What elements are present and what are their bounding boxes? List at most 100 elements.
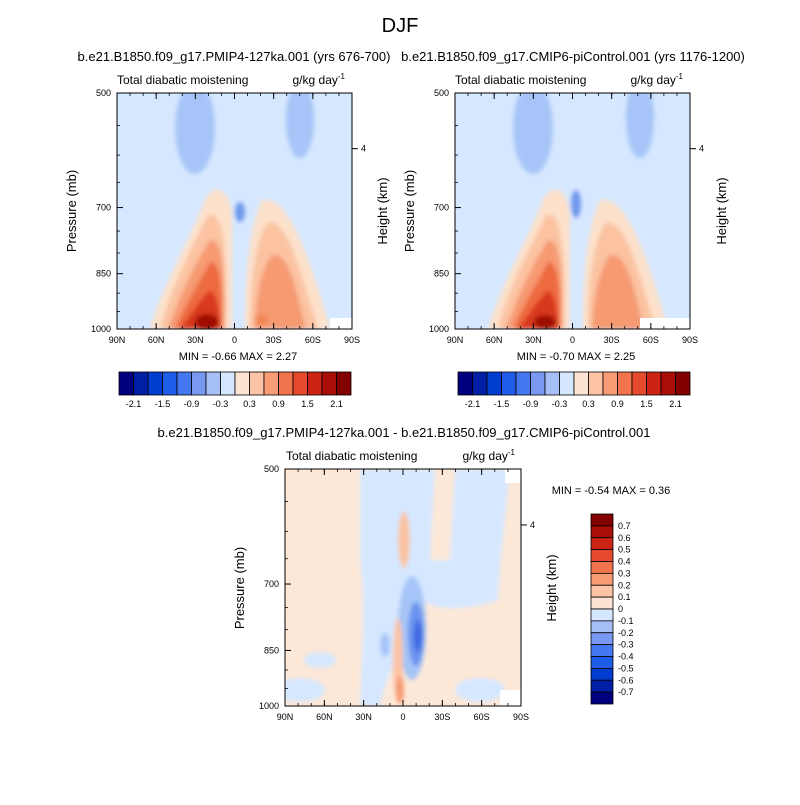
x-tick-label: 90N [447, 335, 464, 345]
panel-right-colorbar: -2.1 -1.5 -0.9 -0.3 0.3 0.9 1.5 2.1 [457, 371, 691, 409]
panel-diff-field [285, 469, 521, 706]
panel-diff-unit-label: g/kg day-1 [463, 448, 516, 463]
colorbar-swatch [660, 371, 676, 396]
x-tick-label: 30N [355, 712, 372, 722]
colorbar-swatch [631, 371, 647, 396]
y-tick-label: 850 [434, 269, 449, 279]
colorbar-label: 2.1 [669, 399, 682, 409]
colorbar-label: -0.7 [618, 687, 634, 697]
colorbar-swatch [590, 549, 614, 562]
colorbar-label: 0.9 [272, 399, 285, 409]
x-tick-label: 90N [109, 335, 126, 345]
colorbar-swatch [176, 371, 192, 396]
colorbar-swatch [590, 561, 614, 574]
colorbar-label: -0.1 [618, 616, 634, 626]
colorbar-label: 0.2 [618, 580, 631, 590]
colorbar-swatch [457, 371, 473, 396]
colorbar-label: -1.5 [494, 399, 510, 409]
x-tick-label: 60N [486, 335, 503, 345]
colorbar-swatch [544, 371, 560, 396]
colorbar-swatch [602, 371, 618, 396]
panel-right-variable-label: Total diabatic moistening [455, 73, 586, 87]
colorbar-swatch [191, 371, 207, 396]
colorbar-swatch [472, 371, 488, 396]
panel-diff-y-label: Pressure (mb) [232, 547, 247, 629]
y-tick-label: 1000 [91, 324, 111, 334]
colorbar-swatch [162, 371, 178, 396]
colorbar-label: 0.1 [618, 592, 631, 602]
colorbar-swatch [590, 572, 614, 586]
colorbar-swatch [590, 632, 614, 646]
colorbar-swatch [336, 371, 352, 396]
x-tick-label: 0 [400, 712, 405, 722]
colorbar-label: 2.1 [330, 399, 343, 409]
colorbar-swatch [590, 644, 614, 657]
colorbar-label: 0.3 [582, 399, 595, 409]
panel-left-axes: 90N 60N 30N 0 30S 60S 90S 500 700 850 1000 4 [91, 88, 366, 345]
panel-right-y-label: Pressure (mb) [402, 170, 417, 252]
colorbar-label: -0.3 [552, 399, 568, 409]
panel-right-title: b.e21.B1850.f09_g17.CMIP6-piControl.001 … [401, 49, 745, 64]
colorbar-swatch [588, 371, 604, 396]
x-tick-label: 90S [682, 335, 698, 345]
y-tick-label: 700 [96, 203, 111, 213]
panel-left-y-label-right: Height (km) [375, 177, 390, 244]
panel-diff-colorbar: 0.70.60.50.40.30.20.10-0.1-0.2-0.3-0.4-0… [590, 513, 634, 705]
x-tick-label: 60S [643, 335, 659, 345]
colorbar-label: -0.4 [618, 652, 634, 662]
colorbar-swatch [278, 371, 294, 396]
panel-left-field [117, 93, 352, 329]
y-tick-label: 850 [264, 645, 279, 655]
panel-diff-stats: MIN = -0.54 MAX = 0.36 [552, 485, 671, 497]
colorbar-label: -0.9 [184, 399, 200, 409]
panel-right: b.e21.B1850.f09_g17.CMIP6-piControl.001 … [401, 49, 745, 409]
x-tick-label: 30S [604, 335, 620, 345]
x-tick-label: 30S [266, 335, 282, 345]
colorbar-label: 0.3 [618, 568, 631, 578]
colorbar-swatch [590, 513, 614, 527]
colorbar-label: -2.1 [465, 399, 481, 409]
y-tick-label: 1000 [429, 324, 449, 334]
colorbar-swatch [590, 584, 614, 598]
y-right-tick-label: 4 [530, 520, 535, 530]
colorbar-swatch [590, 691, 614, 705]
x-tick-label: 90S [344, 335, 360, 345]
colorbar-swatch [590, 596, 614, 610]
x-tick-label: 0 [232, 335, 237, 345]
panel-right-y-label-right: Height (km) [714, 177, 729, 244]
x-tick-label: 90S [513, 712, 529, 722]
colorbar-label: 1.5 [640, 399, 653, 409]
colorbar-swatch [617, 371, 633, 396]
colorbar-label: -0.3 [618, 640, 634, 650]
x-tick-label: 60N [316, 712, 333, 722]
panel-left-title: b.e21.B1850.f09_g17.PMIP4-127ka.001 (yrs… [78, 49, 391, 64]
panel-right-axes: 90N 60N 30N 0 30S 60S 90S 500 700 850 1000 4 [429, 88, 704, 345]
colorbar-swatch [559, 371, 575, 396]
colorbar-label: 0.7 [618, 521, 631, 531]
panel-left-variable-label: Total diabatic moistening [117, 73, 248, 87]
colorbar-label: -2.1 [126, 399, 142, 409]
colorbar-swatch [220, 371, 236, 396]
panel-left-y-label: Pressure (mb) [64, 170, 79, 252]
y-tick-label: 700 [434, 203, 449, 213]
y-tick-label: 700 [264, 579, 279, 589]
panel-right-unit-label: g/kg day-1 [631, 72, 684, 87]
main-title: DJF [382, 15, 419, 37]
panel-right-stats: MIN = -0.70 MAX = 2.25 [517, 351, 636, 363]
panel-left: b.e21.B1850.f09_g17.PMIP4-127ka.001 (yrs… [64, 49, 390, 409]
panel-left-colorbar: -2.1 -1.5 -0.9 -0.3 0.3 0.9 1.5 2.1 [118, 371, 352, 409]
panel-diff-y-label-right: Height (km) [544, 554, 559, 621]
y-right-tick-label: 4 [361, 144, 366, 154]
colorbar-swatch [573, 371, 589, 396]
colorbar-swatch [646, 371, 662, 396]
colorbar-swatch [590, 608, 614, 622]
colorbar-label: 0.4 [618, 557, 631, 567]
x-tick-label: 30N [187, 335, 204, 345]
panel-diff-title: b.e21.B1850.f09_g17.PMIP4-127ka.001 - b.… [158, 425, 651, 440]
colorbar-swatch [515, 371, 531, 396]
colorbar-label: 0.9 [611, 399, 624, 409]
colorbar-label: -0.9 [523, 399, 539, 409]
y-tick-label: 500 [434, 88, 449, 98]
x-tick-label: 30N [525, 335, 542, 345]
colorbar-swatch [675, 371, 691, 396]
